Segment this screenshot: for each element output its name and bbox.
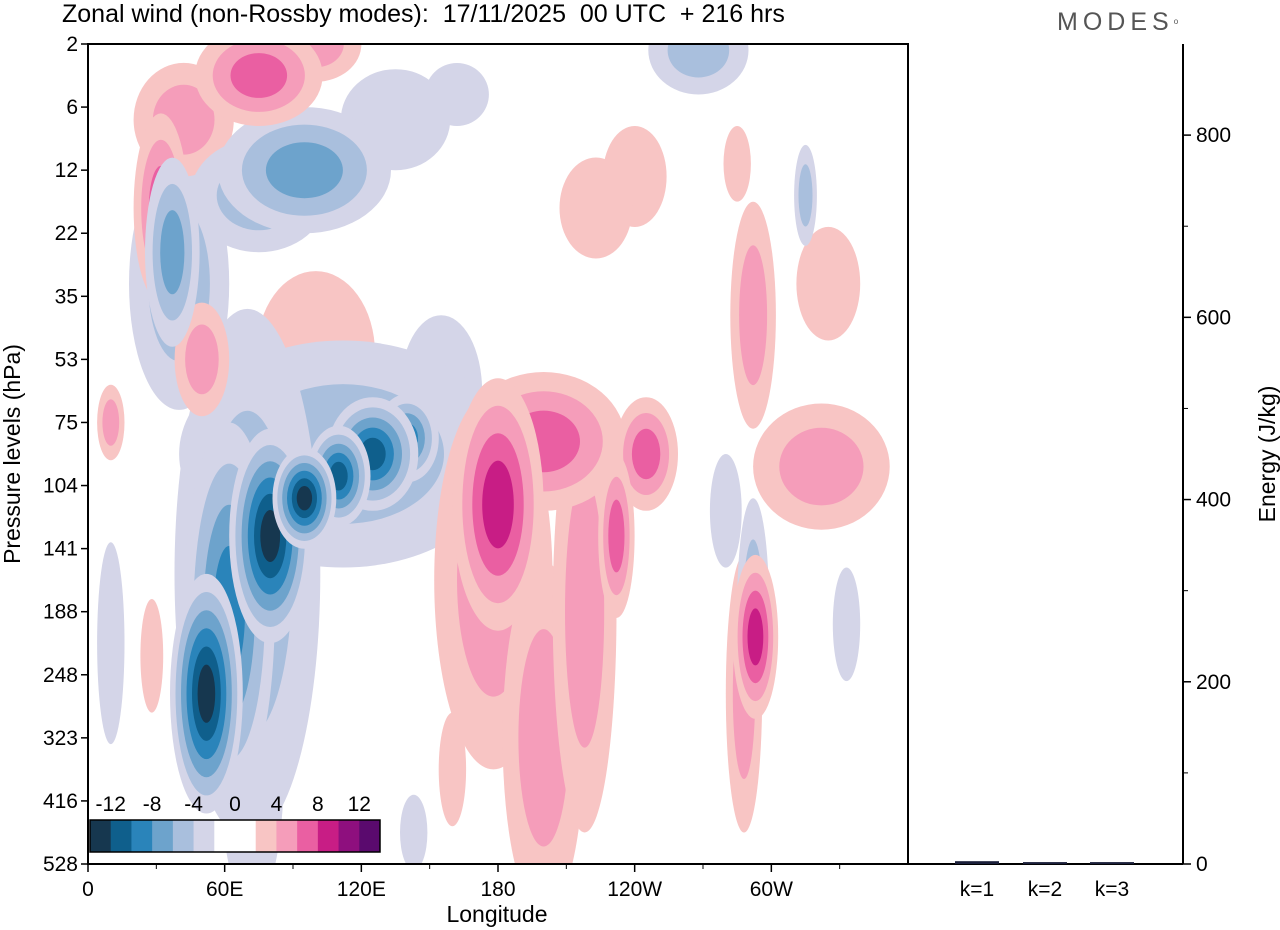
wind-contour	[565, 475, 605, 748]
wind-contour	[608, 499, 625, 573]
x-axis-title: Longitude	[446, 901, 547, 927]
wind-contour	[160, 210, 185, 295]
energy-bar	[1023, 862, 1067, 865]
colorbar-swatch	[214, 820, 236, 852]
wind-contour	[798, 164, 813, 227]
y-axis-title: Pressure levels (hPa)	[0, 344, 25, 564]
y-tick-label: 2	[66, 33, 78, 56]
wind-contour	[97, 542, 125, 745]
y-tick-label: 188	[43, 601, 78, 624]
x-tick-label: 180	[480, 878, 515, 901]
colorbar-swatch	[152, 820, 174, 852]
y-tick-label: 416	[43, 790, 78, 813]
energy-tick-label: 200	[1196, 671, 1231, 694]
y-tick-label: 22	[55, 222, 78, 245]
colorbar-frame	[89, 819, 381, 853]
energy-tick-label: 600	[1196, 306, 1231, 329]
energy-tick-label: 800	[1196, 124, 1231, 147]
x-tick-label: 120E	[337, 878, 386, 901]
colorbar-swatch	[255, 820, 277, 852]
colorbar-swatch	[338, 820, 360, 852]
x-tick-label: 120W	[607, 878, 662, 901]
colorbar-swatch	[110, 820, 132, 852]
colorbar-label: -12	[96, 793, 126, 816]
wind-contour	[832, 567, 861, 682]
bar-category-label: k=2	[1028, 878, 1062, 901]
wind-contour	[779, 427, 864, 506]
wind-field	[97, 44, 890, 864]
logo-text: MODES	[1057, 8, 1174, 36]
y-tick-label: 104	[43, 475, 78, 498]
y-tick-label: 248	[43, 664, 78, 687]
y-tick-label: 75	[55, 411, 78, 434]
wind-contour	[723, 126, 751, 202]
colorbar-swatch	[235, 820, 257, 852]
wind-contour	[197, 664, 216, 723]
energy-bars: k=1 k=2 k=3	[955, 861, 1134, 901]
wind-contour	[631, 428, 661, 480]
colorbar-swatch	[359, 820, 381, 852]
y-tick-label: 53	[55, 348, 78, 371]
y-tick-label: 35	[55, 285, 78, 308]
colorbar-swatch	[172, 820, 195, 852]
wind-contour	[747, 608, 764, 666]
colorbar: -12 -8 -4 0 4 8 12	[89, 793, 381, 853]
colorbar-label: 12	[348, 793, 371, 816]
chart-title: Zonal wind (non-Rossby modes): 17/11/202…	[62, 0, 785, 28]
modes-logo: MODESo	[1057, 8, 1178, 36]
colorbar-swatch	[131, 820, 153, 852]
wind-contour	[102, 399, 120, 446]
colorbar-label: -8	[143, 793, 162, 816]
wind-contour	[296, 486, 313, 511]
registered-mark-icon: o	[1173, 17, 1179, 26]
colorbar-label: 4	[271, 793, 283, 816]
colorbar-swatch	[297, 820, 319, 852]
wind-contour	[796, 226, 861, 341]
colorbar-label: 8	[312, 793, 324, 816]
wind-contour	[400, 794, 428, 864]
energy-bar	[1090, 862, 1134, 865]
wind-contour	[140, 599, 164, 713]
bar-category-label: k=1	[960, 878, 994, 901]
colorbar-swatch	[90, 820, 112, 852]
colorbar-swatch	[276, 820, 298, 852]
y-tick-label: 6	[66, 96, 78, 119]
wind-contour	[265, 142, 343, 199]
energy-bar	[955, 861, 999, 864]
x-tick-label: 60W	[750, 878, 793, 901]
energy-tick-label: 400	[1196, 489, 1231, 512]
energy-axis-title: Energy (J/kg)	[1254, 386, 1280, 523]
x-tick-label: 60E	[206, 878, 243, 901]
y-tick-label: 141	[43, 538, 78, 561]
y-tick-label: 12	[55, 159, 78, 182]
wind-contour	[230, 53, 288, 98]
wind-contour	[185, 324, 219, 395]
wind-contour	[709, 454, 742, 568]
y-tick-label: 528	[43, 853, 78, 876]
colorbar-label: -4	[184, 793, 203, 816]
colorbar-swatch	[193, 820, 215, 852]
wind-contour	[559, 157, 633, 259]
wind-contour	[739, 245, 768, 386]
bar-category-label: k=3	[1095, 878, 1129, 901]
wind-contour	[482, 460, 514, 549]
energy-tick-label: 0	[1196, 853, 1208, 876]
wind-contour	[438, 712, 467, 827]
wind-contour	[667, 44, 730, 78]
wind-contour	[260, 510, 281, 562]
wind-contour	[425, 63, 489, 126]
x-tick-label: 0	[82, 878, 94, 901]
colorbar-label: 0	[229, 793, 241, 816]
colorbar-swatch	[317, 820, 340, 852]
y-tick-label: 323	[43, 727, 78, 750]
